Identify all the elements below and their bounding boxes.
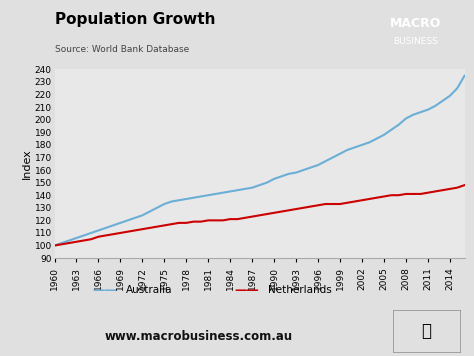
Text: ——: ——	[234, 284, 259, 297]
Text: BUSINESS: BUSINESS	[393, 37, 438, 46]
Y-axis label: Index: Index	[22, 148, 32, 179]
Text: Source: World Bank Database: Source: World Bank Database	[55, 44, 189, 53]
Text: ——: ——	[92, 284, 117, 297]
Text: Netherlands: Netherlands	[268, 285, 331, 295]
Text: Population Growth: Population Growth	[55, 12, 215, 27]
Text: MACRO: MACRO	[390, 17, 442, 30]
Text: www.macrobusiness.com.au: www.macrobusiness.com.au	[105, 330, 293, 343]
Text: Australia: Australia	[126, 285, 172, 295]
Text: 🐺: 🐺	[421, 322, 432, 340]
